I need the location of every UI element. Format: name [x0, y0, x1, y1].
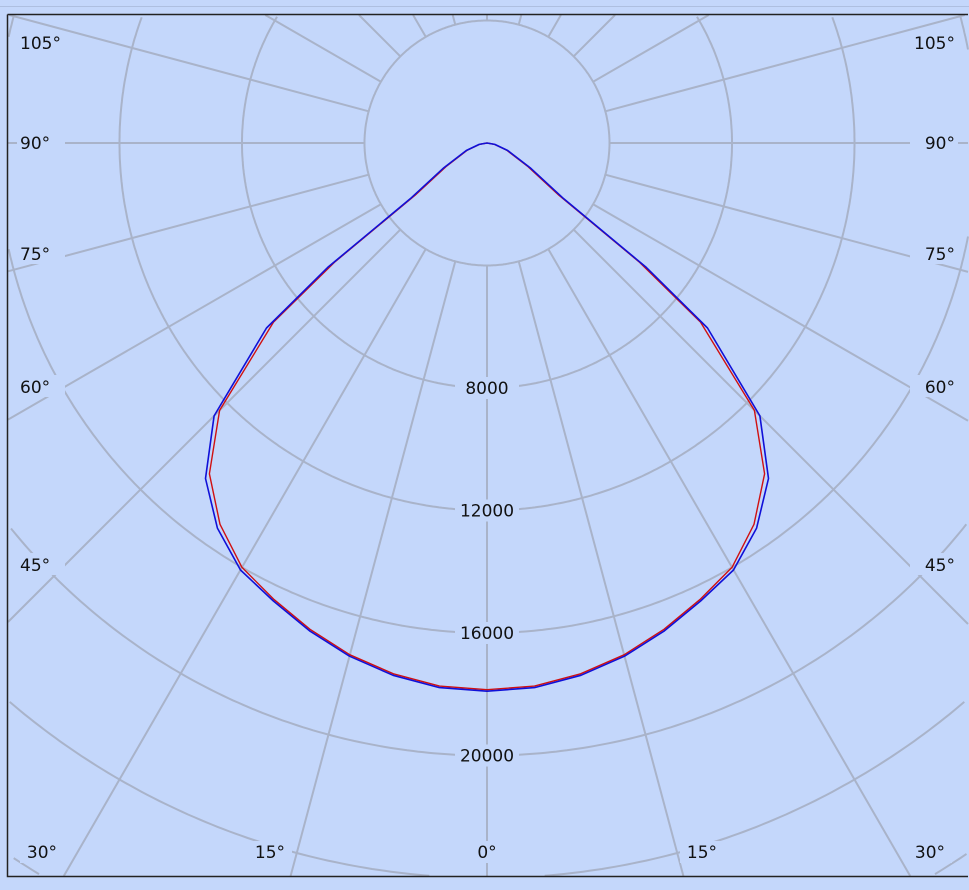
spoke-line — [9, 14, 369, 113]
angle-label: 90° — [20, 134, 50, 154]
spoke-line — [605, 14, 965, 113]
intensity-curve-1 — [208, 142, 766, 691]
angle-label: 105° — [20, 34, 61, 54]
angle-label-bg — [910, 553, 958, 575]
radial-circle — [241, 16, 733, 389]
angle-label-bg — [20, 841, 64, 863]
angle-label: 75° — [20, 245, 50, 265]
angle-label: 75° — [925, 245, 955, 265]
angle-label-bg — [910, 375, 958, 397]
angle-label-bg — [910, 131, 958, 153]
spoke-line — [7, 173, 369, 273]
spoke-line — [517, 14, 523, 25]
radial-circle — [9, 701, 965, 877]
angle-label: 15° — [255, 843, 285, 863]
spoke-line — [7, 228, 402, 623]
angle-label-bg — [680, 841, 724, 863]
radial-circle — [118, 16, 856, 512]
spoke-line — [572, 228, 969, 625]
angle-label-bg — [17, 553, 65, 575]
labels: 8000 12000 16000 20000 105° 105° 90° 90° 75° 75° 6… — [17, 31, 958, 863]
spoke-line — [412, 14, 427, 38]
spoke-line — [264, 14, 382, 83]
radial-tick-label: 8000 — [465, 379, 508, 399]
angle-label-bg — [17, 242, 65, 264]
angle-label-bg — [908, 841, 952, 863]
angle-label: 0° — [477, 843, 496, 863]
angle-label: 45° — [925, 556, 955, 576]
grid — [7, 14, 969, 877]
radial-tick-label: 16000 — [460, 624, 514, 644]
spoke-line — [358, 14, 402, 58]
angle-label: 15° — [687, 843, 717, 863]
spoke-line — [7, 203, 382, 421]
spoke-line — [62, 248, 427, 877]
angle-label-bg — [17, 31, 65, 53]
angle-label: 30° — [27, 843, 57, 863]
spoke-line — [592, 14, 710, 83]
angle-label: 30° — [915, 843, 945, 863]
angle-label-bg — [465, 841, 509, 863]
curves — [204, 142, 770, 692]
spoke-line — [572, 14, 616, 58]
radial-label-bg — [455, 499, 519, 522]
angle-label-bg — [17, 131, 65, 153]
spoke-line — [592, 203, 969, 422]
radial-tick-label: 20000 — [460, 747, 514, 767]
angle-label: 90° — [925, 134, 955, 154]
radial-tick-label: 12000 — [460, 502, 514, 522]
angle-label: 105° — [914, 34, 955, 54]
radial-label-bg — [455, 377, 519, 399]
radial-circle — [10, 523, 968, 757]
spoke-line — [451, 14, 457, 25]
angle-label: 60° — [925, 378, 955, 398]
angle-label-bg — [248, 841, 292, 863]
top-divider — [0, 6, 969, 7]
angle-label-bg — [17, 375, 65, 397]
angle-label-bg — [910, 31, 958, 53]
plot-border — [6, 13, 968, 878]
spoke-line — [605, 173, 969, 273]
spoke-line — [289, 261, 457, 877]
intensity-curve-2 — [204, 142, 770, 692]
radial-circle — [363, 19, 611, 267]
angle-label-bg — [910, 242, 958, 264]
spoke-line — [547, 248, 912, 877]
angle-label: 60° — [20, 378, 50, 398]
radial-circle — [7, 15, 969, 634]
angle-label: 45° — [20, 556, 50, 576]
radial-label-bg — [455, 622, 519, 644]
spoke-line — [517, 261, 685, 877]
spoke-line — [547, 14, 562, 38]
radial-circle — [13, 853, 968, 875]
radial-label-bg — [455, 744, 519, 767]
